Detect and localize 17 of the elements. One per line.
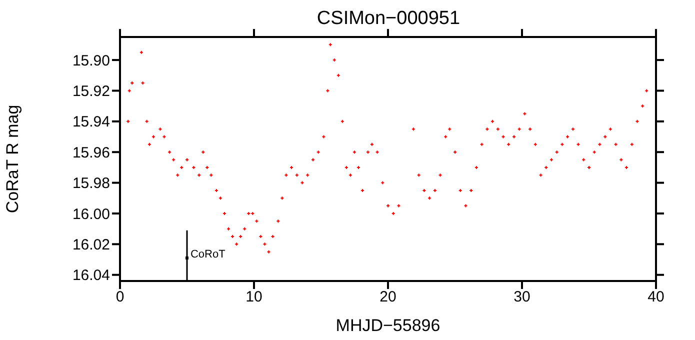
chart-title: CSIMon−000951: [316, 8, 462, 30]
series-label: CoRoT: [190, 248, 226, 260]
y-tick-label: 15.94: [72, 114, 110, 131]
x-tick-label: 10: [246, 288, 262, 306]
x-tick-label: 30: [514, 288, 530, 306]
y-tick-label: 15.98: [72, 175, 110, 192]
x-tick-label: 20: [380, 288, 396, 306]
x-tick-label: 0: [116, 288, 124, 306]
y-tick-label: 15.96: [72, 144, 110, 162]
x-tick-label: 40: [648, 288, 664, 306]
y-tick-label: 16.00: [72, 206, 110, 223]
y-tick-label: 16.04: [72, 267, 110, 284]
y-tick-label: 15.92: [72, 83, 110, 100]
y-tick-label: 15.90: [72, 52, 110, 70]
y-tick-label: 16.02: [72, 236, 110, 254]
y-axis-title: CoRaT R mag: [3, 104, 22, 214]
x-axis-title: MHJD−55896: [336, 316, 440, 335]
